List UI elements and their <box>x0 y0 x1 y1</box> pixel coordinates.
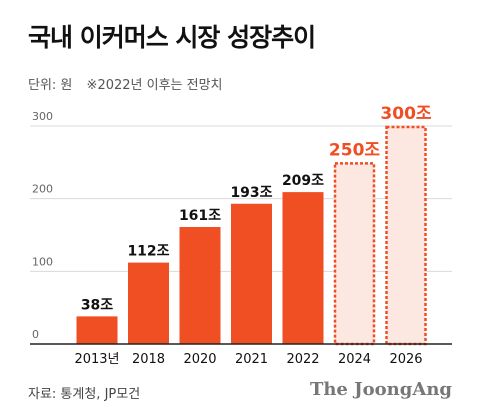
forecast-bar <box>333 162 376 346</box>
data-label: 38조 <box>81 297 113 313</box>
y-tick-label: 200 <box>32 183 53 196</box>
publisher-logo: The JoongAng <box>309 379 452 400</box>
y-tick-label: 300 <box>32 110 53 123</box>
x-tick-label: 2026 <box>389 352 422 367</box>
y-tick-label: 100 <box>32 255 53 268</box>
x-tick-label: 2018 <box>132 352 165 367</box>
bar <box>76 316 118 344</box>
data-label: 209조 <box>282 173 324 189</box>
forecast-bar <box>385 125 427 346</box>
unit-label: 단위: 원 <box>28 78 73 93</box>
x-tick-label: 2013년 <box>74 352 119 367</box>
data-label: 300조 <box>380 104 431 124</box>
forecast-note: ※2022년 이후는 전망치 <box>86 78 223 93</box>
x-tick-label: 2022 <box>286 352 319 367</box>
chart-subtitle: 단위: 원 ※2022년 이후는 전망치 <box>28 74 223 93</box>
bar <box>231 203 272 344</box>
data-label: 161조 <box>179 208 221 224</box>
chart-title: 국내 이커머스 시장 성장추이 <box>28 23 316 52</box>
x-tick-label: 2021 <box>235 352 268 367</box>
x-tick-label: 2024 <box>338 352 371 367</box>
data-label: 193조 <box>230 185 272 201</box>
y-tick-label: 0 <box>32 328 39 341</box>
bar <box>282 192 324 344</box>
source-note: 자료: 통계청, JP모건 <box>28 387 141 402</box>
data-label: 112조 <box>127 244 169 260</box>
x-tick-label: 2020 <box>183 352 216 367</box>
data-label: 250조 <box>329 140 380 160</box>
bar <box>179 227 221 344</box>
bar <box>128 262 169 344</box>
